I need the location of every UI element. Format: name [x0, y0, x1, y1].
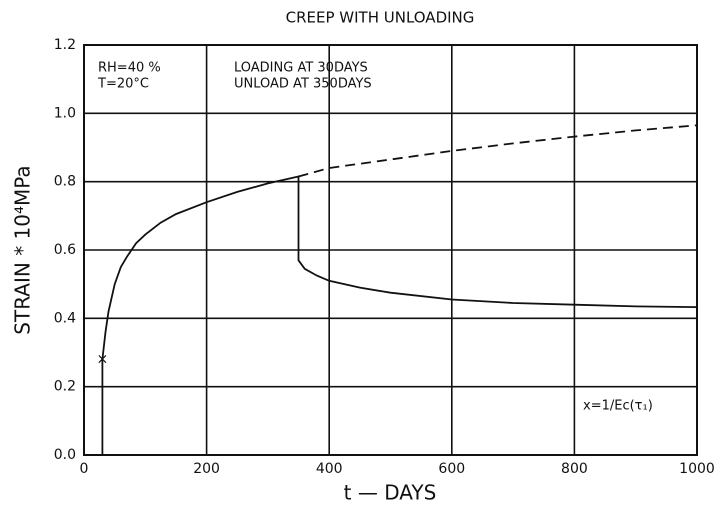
y-axis-label: STRAIN * 10⁴MPa	[11, 165, 35, 334]
annotation: UNLOAD AT 350DAYS	[234, 77, 372, 92]
x-tick-label: 600	[438, 461, 465, 477]
y-tick-label: 0.6	[54, 242, 76, 258]
y-tick-label: 1.0	[54, 105, 76, 121]
y-tick-label: 0.0	[54, 447, 76, 463]
plot-frame	[83, 44, 698, 456]
annotation: LOADING AT 30DAYS	[234, 61, 368, 76]
annotation: x=1/Ec(τ₁)	[583, 399, 653, 414]
y-tick-label: 0.4	[54, 310, 76, 326]
annotation: RH=40 %	[98, 61, 161, 76]
x-tick-label: 0	[80, 461, 89, 477]
x-axis-label: t — DAYS	[344, 481, 437, 505]
x-tick-label: 800	[561, 461, 588, 477]
series-line	[101, 175, 698, 455]
x-tick-label: 400	[316, 461, 343, 477]
x-tick-label: 1000	[679, 461, 715, 477]
annotation: T=20°C	[97, 77, 149, 92]
series-line	[298, 124, 698, 178]
y-tick-label: 0.2	[54, 379, 76, 395]
x-tick-label: 200	[193, 461, 220, 477]
marker: ×	[97, 351, 109, 367]
y-tick-label: 1.2	[54, 37, 76, 53]
chart-title: CREEP WITH UNLOADING	[286, 9, 475, 27]
y-tick-label: 0.8	[54, 174, 76, 190]
